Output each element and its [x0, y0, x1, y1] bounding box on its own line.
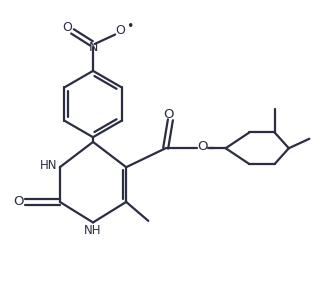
Text: O: O	[14, 195, 24, 208]
Text: O: O	[116, 24, 125, 37]
Text: O: O	[197, 140, 208, 153]
Text: O: O	[163, 108, 174, 121]
Text: NH: NH	[84, 224, 101, 237]
Text: N: N	[88, 41, 98, 54]
Text: •: •	[126, 20, 134, 32]
Text: HN: HN	[40, 159, 58, 172]
Text: O: O	[62, 21, 72, 34]
